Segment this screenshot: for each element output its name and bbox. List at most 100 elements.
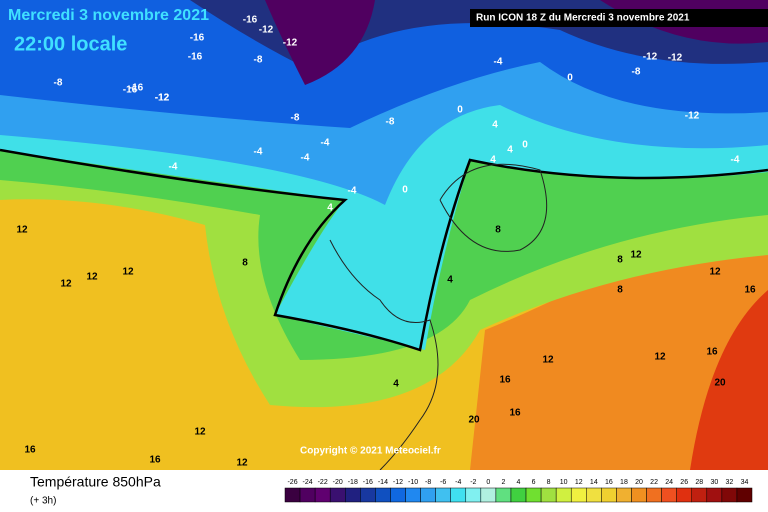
colorbar-swatch	[420, 487, 436, 503]
contour-label: 4	[327, 203, 333, 214]
colorbar-swatch	[540, 487, 557, 503]
footer-lead: (+ 3h)	[30, 496, 56, 507]
contour-label: -12	[668, 53, 683, 64]
colorbar-swatch	[510, 487, 527, 503]
contour-label: 0	[457, 105, 463, 116]
colorbar-label: -18	[348, 479, 358, 486]
colorbar-label: -4	[455, 479, 461, 486]
contour-label: 4	[492, 120, 498, 131]
colorbar-swatch	[646, 487, 662, 503]
colorbar-label: 26	[680, 479, 688, 486]
colorbar-swatch	[284, 487, 301, 503]
colorbar-label: -20	[333, 479, 343, 486]
contour-label: 8	[617, 285, 623, 296]
colorbar-label: 10	[560, 479, 568, 486]
copyright: Copyright © 2021 Meteociel.fr	[300, 446, 441, 457]
map-background	[0, 0, 768, 471]
run-info: Run ICON 18 Z du Mercredi 3 novembre 202…	[476, 13, 690, 24]
contour-label: -8	[54, 78, 63, 89]
contour-label: -8	[632, 67, 641, 78]
colorbar-swatch	[435, 487, 451, 503]
colorbar-label: 6	[532, 479, 536, 486]
contour-label: 12	[630, 250, 642, 261]
contour-label: -16	[123, 85, 138, 96]
contour-label: -12	[643, 52, 658, 63]
colorbar-swatch	[314, 487, 331, 503]
colorbar-label: 22	[650, 479, 658, 486]
contour-label: 16	[744, 285, 756, 296]
colorbar-label: -2	[470, 479, 476, 486]
colorbar-label: 18	[620, 479, 628, 486]
contour-label: 12	[122, 267, 134, 278]
contour-label: 16	[149, 455, 161, 466]
colorbar-label: -22	[318, 479, 328, 486]
colorbar-swatch	[360, 487, 376, 503]
contour-label: 12	[654, 352, 666, 363]
colorbar-swatch	[616, 487, 632, 503]
colorbar-label: 14	[590, 479, 598, 486]
colorbar-swatch	[345, 487, 361, 503]
colorbar-label: -14	[378, 479, 388, 486]
contour-label: -4	[731, 155, 740, 166]
contour-label: 4	[490, 155, 496, 166]
colorbar-label: 4	[517, 479, 521, 486]
colorbar-swatch	[375, 487, 391, 503]
contour-label: -16	[129, 83, 144, 94]
contour-label: 16	[706, 347, 718, 358]
time-title: 22:00 locale	[14, 33, 127, 55]
colorbar-label: 12	[575, 479, 583, 486]
colorbar-label: -26	[287, 479, 297, 486]
colorbar-swatch	[631, 487, 647, 503]
colorbar-swatch	[480, 487, 497, 503]
contour-label: 20	[714, 378, 726, 389]
colorbar: -26 -24 -22 -20 -18 -16 -14 -12 -10 -8 -6 -4 -2 0 2 4 6 8…	[284, 479, 753, 503]
contour-label: 0	[567, 73, 573, 84]
contour-label: 12	[194, 427, 206, 438]
contour-label: -12	[155, 93, 170, 104]
colorbar-label: 8	[547, 479, 551, 486]
map-labels: -16-12-16-16-12-16-12-8-8 -16-12-8-4-8-4-…	[16, 15, 756, 469]
contour-label: 0	[402, 185, 408, 196]
contour-label: -4	[301, 153, 310, 164]
colorbar-label: 28	[695, 479, 703, 486]
colorbar-label: -12	[393, 479, 403, 486]
colorbar-swatch	[676, 487, 692, 503]
contour-label: -12	[685, 111, 700, 122]
contour-label: 12	[709, 267, 721, 278]
colorbar-swatch	[299, 487, 316, 503]
contour-label: -16	[243, 15, 258, 26]
colorbar-swatch	[736, 487, 753, 503]
contour-label: 12	[60, 279, 72, 290]
colorbar-label: 24	[665, 479, 673, 486]
colorbar-swatch	[661, 487, 677, 503]
contour-label: -16	[188, 52, 203, 63]
colorbar-swatch	[601, 487, 617, 503]
contour-label: 0	[522, 140, 528, 151]
contour-label: -8	[386, 117, 395, 128]
footer-title: Température 850hPa	[30, 474, 161, 490]
contour-label: 12	[236, 458, 248, 469]
colorbar-label: -10	[408, 479, 418, 486]
colorbar-swatch	[525, 487, 542, 503]
contour-label: -12	[283, 38, 298, 49]
contour-label: 8	[617, 255, 623, 266]
contour-label: -4	[494, 57, 503, 68]
contour-label: -4	[348, 186, 357, 197]
contour-label: 4	[393, 379, 399, 390]
contour-label: 16	[509, 408, 521, 419]
contour-label: -12	[155, 93, 170, 104]
colorbar-label: 34	[741, 479, 749, 486]
contour-label: -12	[259, 25, 274, 36]
colorbar-label: 20	[635, 479, 643, 486]
contour-label: -4	[169, 162, 178, 173]
colorbar-swatch	[570, 487, 587, 503]
colorbar-label: -16	[363, 479, 373, 486]
colorbar-swatch	[465, 487, 482, 503]
contour-label: 8	[242, 258, 248, 269]
colorbar-label: 2	[501, 479, 505, 486]
run-box	[470, 9, 768, 27]
contour-label: 12	[542, 355, 554, 366]
contour-label: 16	[499, 375, 511, 386]
colorbar-swatch	[450, 487, 467, 503]
date-title: Mercredi 3 novembre 2021	[8, 7, 209, 24]
